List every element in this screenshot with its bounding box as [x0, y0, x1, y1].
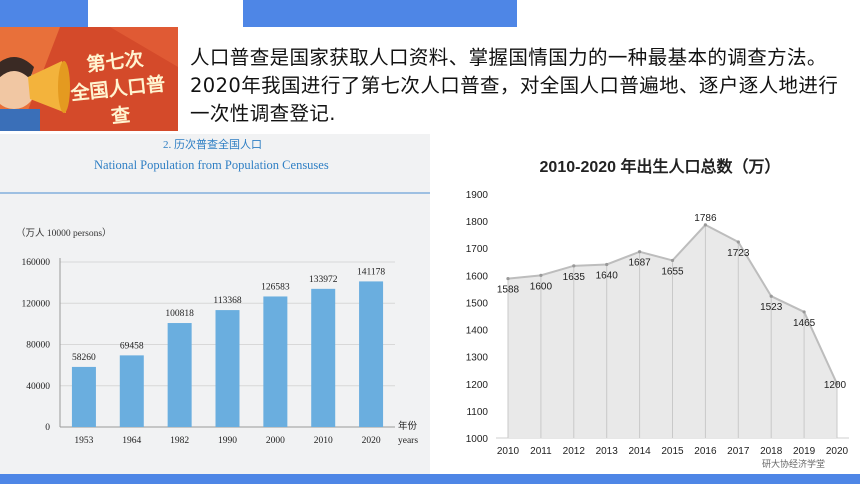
line-chart-data-label: 1687 — [628, 258, 651, 269]
line-chart-data-label: 1655 — [661, 266, 684, 277]
census-population-bar-chart: 2. 历次普查全国人口 National Population from Popu… — [0, 134, 430, 474]
line-chart-point — [769, 294, 773, 298]
bar-chart-y-tick-label: 120000 — [22, 299, 51, 309]
line-chart-x-tick-label: 2018 — [760, 446, 783, 457]
bar-chart-x-tick-label: 2020 — [362, 436, 381, 446]
bar-chart-data-label: 100818 — [165, 309, 194, 319]
bar-chart-bar — [359, 281, 384, 427]
bar-chart-y-tick-label: 160000 — [22, 258, 51, 268]
line-chart-x-tick-label: 2019 — [793, 446, 816, 457]
line-chart-title: 2010-2020 年出生人口总数（万） — [540, 157, 781, 176]
line-chart-y-tick-label: 1300 — [466, 353, 489, 364]
line-chart-x-tick-label: 2017 — [727, 446, 750, 457]
line-chart-point — [572, 264, 576, 268]
bar-chart-data-label: 113368 — [213, 296, 241, 306]
line-chart-y-tick-label: 1800 — [466, 217, 489, 228]
line-chart-data-label: 1640 — [596, 270, 619, 281]
line-chart-y-tick-label: 1400 — [466, 326, 489, 337]
line-chart-data-label: 1465 — [793, 318, 816, 329]
top-accent-bar-center — [243, 0, 517, 27]
bar-chart-x-tick-label: 2000 — [266, 436, 285, 446]
watermark-text: 研大协经济学堂 — [762, 458, 825, 469]
census-banner-image: 第七次 全国人口普查 — [0, 27, 178, 131]
bar-chart-svg: 2. 历次普查全国人口 National Population from Popu… — [0, 137, 430, 446]
line-chart-y-tick-label: 1900 — [466, 190, 489, 201]
bar-chart-x-tick-label: 1964 — [122, 436, 141, 446]
bar-chart-x-axis-label: 年份 — [398, 420, 418, 432]
line-chart-point — [802, 310, 806, 314]
top-accent-bar-left — [0, 0, 88, 27]
line-chart-y-tick-label: 1700 — [466, 244, 489, 255]
bar-chart-data-label: 126583 — [261, 282, 290, 292]
line-chart-x-tick-label: 2011 — [530, 446, 552, 457]
bar-chart-y-tick-label: 40000 — [26, 382, 50, 392]
bar-chart-y-tick-label: 80000 — [26, 341, 50, 351]
bar-chart-bar — [215, 310, 240, 427]
line-chart-x-tick-label: 2013 — [596, 446, 619, 457]
line-chart-svg: 2010-2020 年出生人口总数（万） 1000 1100 1200 1300 1400… — [466, 157, 849, 469]
bar-chart-x-tick-label: 1990 — [218, 436, 237, 446]
megaphone-illustration — [0, 27, 178, 131]
bar-chart-data-label: 58260 — [72, 353, 96, 363]
bar-chart-title: 2. 历次普查全国人口 — [163, 137, 262, 151]
line-chart-y-tick-label: 1200 — [466, 380, 489, 391]
bar-chart-x-axis-label-en: years — [398, 436, 418, 446]
bar-chart-x-tick-label: 1953 — [74, 436, 93, 446]
line-chart-data-label: 1635 — [563, 272, 586, 283]
line-chart-x-tick-label: 2020 — [826, 446, 849, 457]
bar-chart-bar — [71, 366, 96, 427]
line-chart-point — [835, 382, 839, 386]
line-chart-y-tick-label: 1100 — [466, 407, 488, 418]
line-chart-x-tick-label: 2010 — [497, 446, 520, 457]
bar-chart-y-tick-label: 0 — [45, 423, 50, 433]
line-chart-x-tick-label: 2016 — [694, 446, 717, 457]
line-chart-point — [605, 262, 609, 267]
line-chart-x-tick-label: 2012 — [563, 446, 586, 457]
bar-chart-x-tick-label: 2010 — [314, 436, 333, 446]
line-chart-point — [638, 250, 642, 254]
line-chart-data-label: 1588 — [497, 285, 520, 296]
line-chart-y-tick-label: 1600 — [466, 271, 489, 282]
bar-chart-bar — [167, 323, 192, 427]
line-chart-y-tick-label: 1500 — [466, 298, 489, 309]
line-chart-point — [670, 258, 675, 263]
line-chart-x-tick-label: 2015 — [661, 446, 684, 457]
bar-chart-bar — [311, 288, 336, 427]
banner-line-2: 全国人口普查 — [69, 73, 167, 128]
banner-title: 第七次 全国人口普查 — [58, 43, 178, 131]
births-line-chart: 2010-2020 年出生人口总数（万） 1000 1100 1200 1300 1400… — [456, 140, 860, 474]
bar-chart-unit-label: （万人 10000 persons） — [16, 227, 112, 239]
bottom-accent-bar — [0, 474, 860, 484]
bar-chart-data-label: 133972 — [309, 275, 338, 285]
line-chart-point — [703, 223, 707, 227]
line-chart-point — [506, 276, 510, 281]
line-chart-point — [736, 240, 740, 244]
bar-chart-data-label: 141178 — [357, 267, 385, 277]
line-chart-x-tick-label: 2014 — [628, 446, 651, 457]
bar-chart-x-tick-label: 1982 — [170, 436, 189, 446]
line-chart-y-tick-label: 1000 — [466, 434, 489, 445]
bar-chart-bar — [263, 296, 288, 427]
bar-chart-bar — [119, 355, 144, 427]
line-chart-data-label: 1523 — [760, 302, 783, 313]
line-chart-data-label: 1200 — [824, 380, 847, 391]
intro-paragraph: 人口普查是国家获取人口资料、掌握国情国力的一种最基本的调查方法。2020年我国进… — [190, 46, 839, 125]
bar-chart-subtitle: National Population from Population Cens… — [94, 158, 329, 172]
line-chart-data-label: 1786 — [694, 213, 717, 224]
bar-chart-data-label: 69458 — [120, 341, 144, 351]
line-chart-data-label: 1600 — [530, 281, 553, 292]
line-chart-data-label: 1723 — [727, 248, 750, 259]
line-chart-point — [539, 273, 543, 277]
